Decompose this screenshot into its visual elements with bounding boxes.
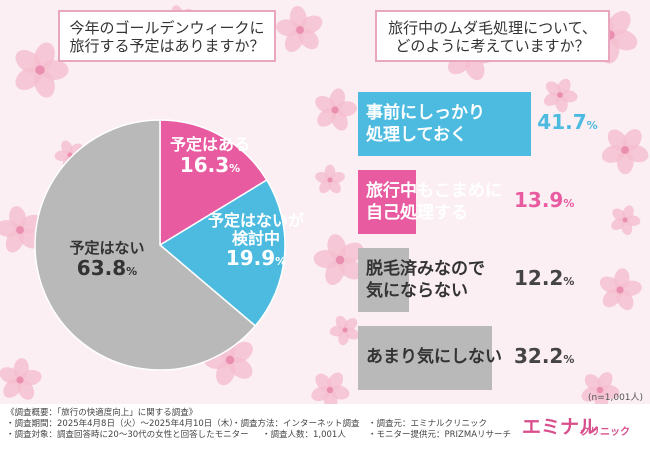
- bar-3: [358, 248, 409, 312]
- flower-decoration: [543, 78, 578, 113]
- bar-4: [358, 326, 492, 390]
- bar-label-1: 事前にしっかり 処理しておく: [366, 102, 485, 146]
- footer-source: ・調査元：エミナルクリニック: [368, 419, 488, 429]
- bar-label-line1: 旅行中もこまめに: [366, 181, 502, 201]
- right-title-line1: 旅行中のムダ毛処理について、: [388, 19, 597, 37]
- right-question-title: 旅行中のムダ毛処理について、 どのように考えていますか？: [375, 10, 610, 62]
- bar-value-4: 32.2%: [514, 344, 574, 368]
- flower-decoration: [329, 315, 360, 346]
- flower-decoration: [276, 5, 323, 53]
- pie-label-no: 予定はない 63.8%: [52, 240, 162, 279]
- pie-label-considering: 予定はないが 検討中 19.9%: [196, 212, 316, 269]
- pie-label-yes-value: 16.3: [179, 152, 230, 177]
- left-title-line2: 旅行する予定はありますか？: [69, 37, 265, 55]
- pie-label-yes-text: 予定はある: [169, 135, 250, 154]
- bar-1: [358, 92, 532, 156]
- footer-method: ・調査方法：インターネット調査: [232, 419, 360, 429]
- pie-label-yes-sign: %: [229, 161, 241, 175]
- bar-value-number: 32.2: [514, 344, 564, 368]
- bar-value-number: 13.9: [514, 188, 564, 212]
- flower-decoration: [313, 234, 364, 285]
- pie-label-considering-text1: 予定はないが: [207, 211, 304, 230]
- bar-value-number: 12.2: [514, 266, 564, 290]
- pie-slice-2: [158, 178, 286, 327]
- footer-count: ・調査人数：1,001人: [262, 430, 346, 440]
- pie-label-no-value: 63.8: [76, 255, 127, 280]
- left-question-title: 今年のゴールデンウィークに 旅行する予定はありますか？: [58, 10, 276, 62]
- left-title-line1: 今年のゴールデンウィークに: [69, 19, 265, 37]
- footer-provider: ・モニター提供元：PRIZMAリサーチ: [368, 430, 512, 440]
- bar-value-1: 41.7%: [537, 110, 597, 134]
- bar-label-line2: 自己処理する: [366, 203, 468, 223]
- bar-label-3: 脱毛済みなので 気にならない: [366, 258, 485, 302]
- bar-value-number: 41.7: [537, 110, 587, 134]
- pie-label-yes: 予定はある 16.3%: [160, 136, 260, 176]
- bar-label-line1: 脱毛済みなので: [366, 259, 485, 279]
- flower-decoration: [611, 205, 641, 236]
- bar-label-line1: 事前にしっかり: [366, 103, 485, 123]
- logo-main: エミナル: [522, 416, 599, 438]
- pie-slice-3: [34, 119, 257, 371]
- bar-value-sign: %: [563, 275, 575, 288]
- flower-decoration: [315, 164, 345, 194]
- bar-value-sign: %: [563, 353, 575, 366]
- right-title-line2: どのように考えていますか？: [395, 37, 590, 55]
- flower-decoration: [601, 129, 649, 175]
- flower-decoration: [0, 358, 42, 400]
- footer-period: ・調査期間：2025年4月8日（火）～2025年4月10日（木）: [6, 419, 238, 429]
- pie-label-considering-sign: %: [275, 255, 287, 269]
- bar-label-4: あまり気にしない: [366, 346, 502, 368]
- flower-decoration: [315, 88, 357, 131]
- flower-decoration: [15, 42, 69, 98]
- pie-label-considering-value: 19.9: [225, 246, 276, 271]
- footer-survey-title: 《調査概要：「旅行の快適度向上」に関する調査》: [6, 408, 198, 418]
- pie-slice-1: [159, 119, 268, 247]
- pie-label-no-text: 予定はない: [69, 239, 145, 257]
- bar-value-sign: %: [586, 119, 598, 132]
- bar-value-sign: %: [563, 197, 575, 210]
- bar-value-3: 12.2%: [514, 266, 574, 290]
- bar-label-line1: あまり気にしない: [366, 347, 502, 367]
- flower-decoration: [599, 268, 642, 311]
- bar-label-line2: 気にならない: [366, 281, 468, 301]
- pie-label-no-sign: %: [126, 264, 138, 278]
- bar-value-2: 13.9%: [514, 188, 574, 212]
- footer-target: ・調査対象：調査回答時に20～30代の女性と回答したモニター: [6, 430, 249, 440]
- bar-label-line2: 処理しておく: [366, 125, 467, 145]
- bar-2: [358, 170, 416, 234]
- pie-label-considering-text2: 検討中: [231, 228, 280, 248]
- survey-footer: 《調査概要：「旅行の快適度向上」に関する調査》 ・調査期間：2025年4月8日（…: [0, 404, 650, 450]
- logo-sub: クリニック: [580, 427, 630, 438]
- sample-size-note: (n=1,001人): [588, 393, 644, 403]
- bar-label-2: 旅行中もこまめに 自己処理する: [366, 180, 502, 224]
